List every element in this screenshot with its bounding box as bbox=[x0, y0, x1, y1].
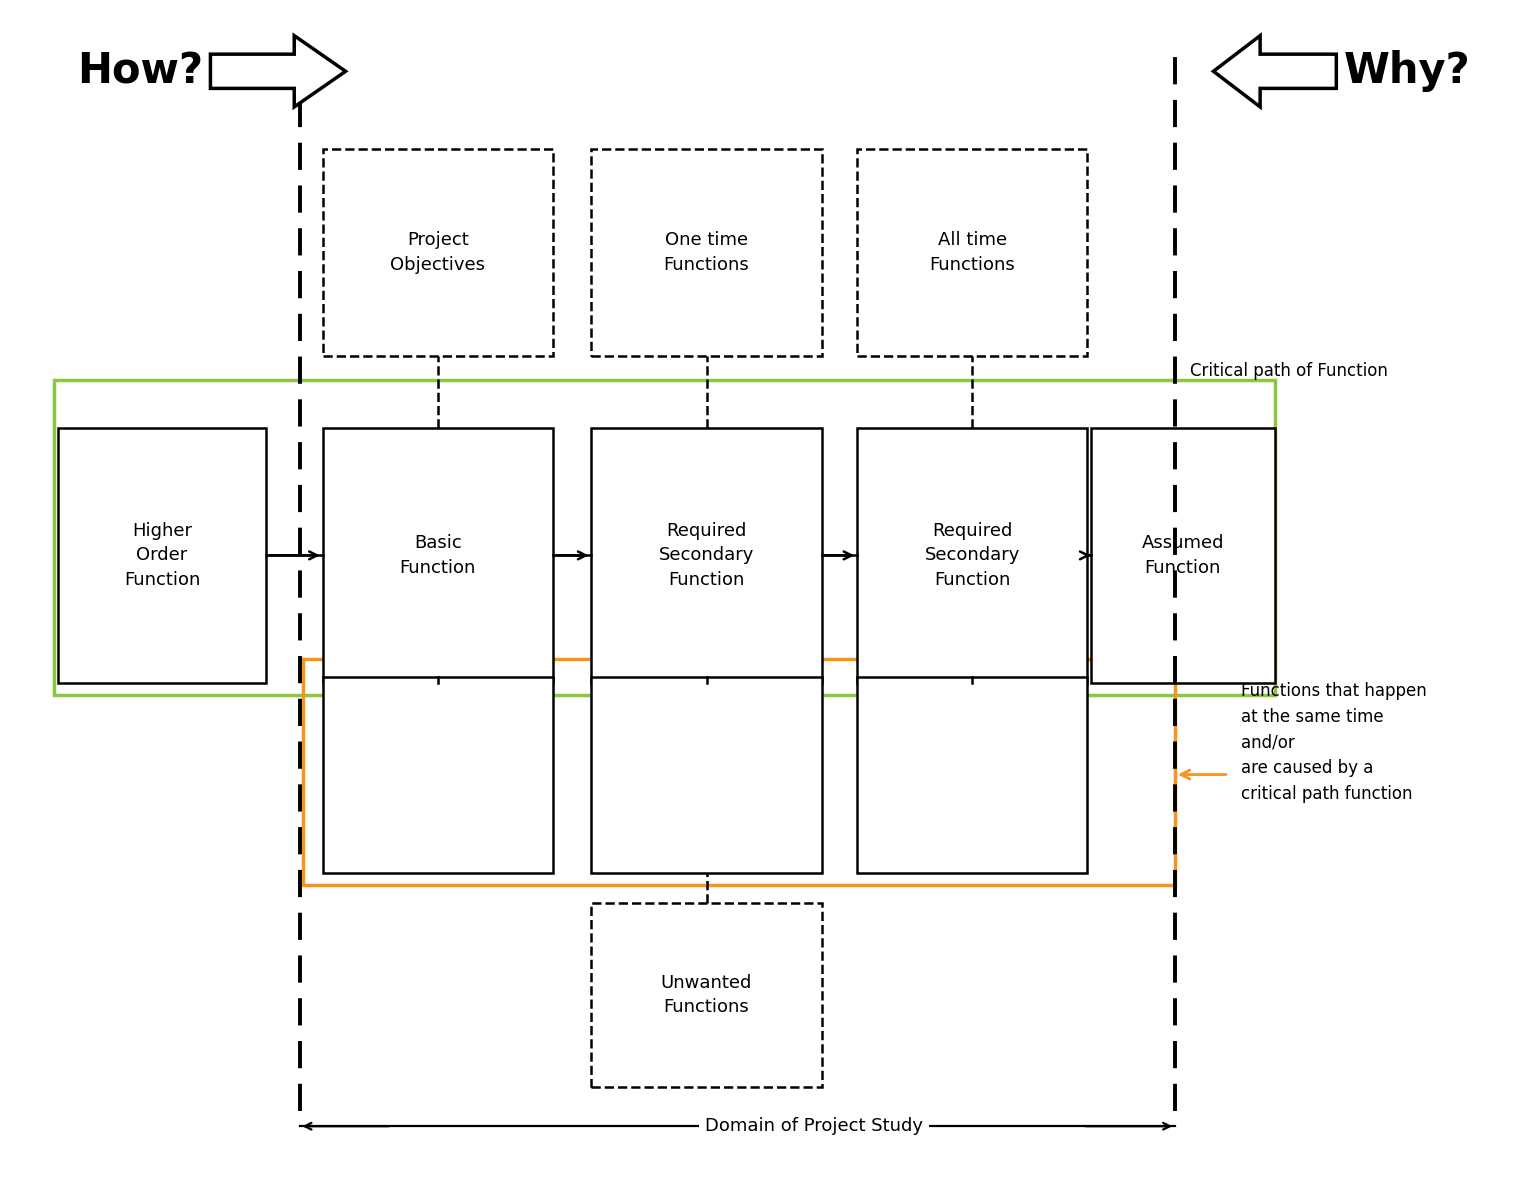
Polygon shape bbox=[210, 36, 346, 107]
Text: Assumed
Function: Assumed Function bbox=[1141, 535, 1224, 576]
FancyBboxPatch shape bbox=[591, 677, 822, 873]
FancyBboxPatch shape bbox=[323, 677, 553, 873]
FancyBboxPatch shape bbox=[857, 428, 1087, 683]
Text: One time
Functions: One time Functions bbox=[664, 232, 750, 273]
FancyBboxPatch shape bbox=[857, 677, 1087, 873]
FancyBboxPatch shape bbox=[591, 903, 822, 1087]
FancyBboxPatch shape bbox=[323, 428, 553, 683]
Polygon shape bbox=[1213, 36, 1336, 107]
Text: Functions that happen
at the same time
and/or
are caused by a
critical path func: Functions that happen at the same time a… bbox=[1241, 682, 1427, 803]
Text: All time
Functions: All time Functions bbox=[929, 232, 1015, 273]
FancyBboxPatch shape bbox=[58, 428, 266, 683]
Text: Domain of Project Study: Domain of Project Study bbox=[705, 1117, 923, 1136]
Text: Required
Secondary
Function: Required Secondary Function bbox=[659, 522, 754, 589]
FancyBboxPatch shape bbox=[323, 148, 553, 356]
FancyBboxPatch shape bbox=[1091, 428, 1275, 683]
Text: Why?: Why? bbox=[1344, 50, 1471, 93]
Text: Critical path of Function: Critical path of Function bbox=[1190, 361, 1389, 380]
Text: Unwanted
Functions: Unwanted Functions bbox=[660, 974, 753, 1016]
Text: Required
Secondary
Function: Required Secondary Function bbox=[925, 522, 1020, 589]
Text: Basic
Function: Basic Function bbox=[399, 535, 476, 576]
FancyBboxPatch shape bbox=[591, 148, 822, 356]
Text: Higher
Order
Function: Higher Order Function bbox=[124, 522, 200, 589]
FancyBboxPatch shape bbox=[591, 428, 822, 683]
Text: Project
Objectives: Project Objectives bbox=[390, 232, 485, 273]
FancyBboxPatch shape bbox=[857, 148, 1087, 356]
Text: How?: How? bbox=[77, 50, 203, 93]
